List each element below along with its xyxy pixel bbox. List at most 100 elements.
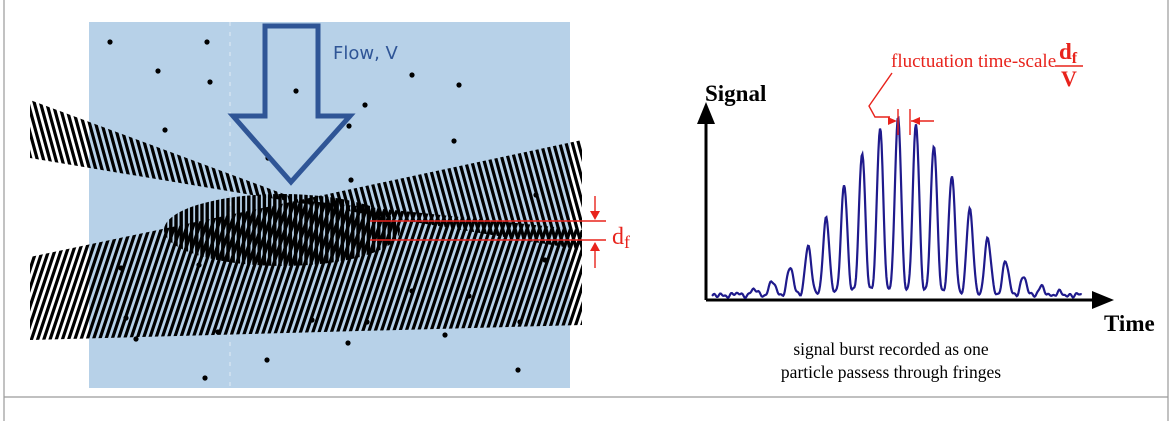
seed-particle xyxy=(155,68,161,74)
seed-particle xyxy=(442,332,448,338)
seed-particle xyxy=(162,127,168,133)
beam-fringe-line xyxy=(579,100,582,250)
fraction-denominator: V xyxy=(1061,66,1077,91)
beam-fringe-line xyxy=(589,180,649,360)
beam-fringe-line xyxy=(510,100,574,250)
seed-particle xyxy=(123,315,129,321)
fluctuation-leader-line xyxy=(868,72,893,118)
fringe-spacing-label-subscript: f xyxy=(624,232,630,252)
seed-particle xyxy=(451,138,457,144)
caption-line-2: particle passess through fringes xyxy=(781,362,1001,382)
flow-label: Flow, V xyxy=(333,43,399,64)
beam-fringe-line xyxy=(308,200,372,340)
beam-fringe-line xyxy=(314,200,378,340)
seed-particle xyxy=(348,177,354,183)
beam-fringe-line xyxy=(630,60,690,280)
seed-particle xyxy=(309,317,315,323)
flow-direction-arrow xyxy=(227,23,356,186)
beam-fringe-line xyxy=(30,100,85,250)
fringe-spacing-annotation xyxy=(370,196,606,268)
fluctuation-label: fluctuation time-scale xyxy=(891,51,1056,72)
beam-fringe-line xyxy=(215,200,279,340)
seed-particles xyxy=(107,39,548,381)
beam-fringe-line xyxy=(30,100,47,250)
signal-axis-label: Signal xyxy=(705,81,766,106)
seed-particle xyxy=(533,192,539,198)
beam-fringe-line xyxy=(643,60,703,280)
beam-fringe-line xyxy=(548,100,582,250)
beam-fringe-line xyxy=(624,60,684,280)
time-axis-label: Time xyxy=(1104,311,1155,336)
beam-fringe-line xyxy=(636,60,696,280)
signal-axis-arrowhead xyxy=(697,102,715,124)
seed-particle xyxy=(202,375,208,381)
beam-fringe-line xyxy=(0,60,2,280)
beam-fringe-line xyxy=(638,180,698,360)
beam-fringe-line xyxy=(523,100,582,250)
fraction-numerator-subscript: f xyxy=(1072,50,1078,67)
seed-particle xyxy=(542,257,548,263)
fringe-spacing-label: df xyxy=(612,224,630,252)
seed-particle xyxy=(362,102,368,108)
seed-particle xyxy=(207,79,213,85)
beam-fringe-line xyxy=(562,200,582,340)
fringe-spacing-arrow-bottom-head xyxy=(590,242,600,251)
seed-particle xyxy=(118,265,124,271)
seed-particle xyxy=(133,336,139,342)
beam-fringe-line xyxy=(517,100,581,250)
beam-fringe-line xyxy=(595,180,655,360)
beam-fringe-line xyxy=(252,200,316,340)
seed-particle xyxy=(456,82,462,88)
beam-fringe-line xyxy=(492,100,556,250)
caption-line-1: signal burst recorded as one xyxy=(793,339,989,359)
beam-fringe-line xyxy=(0,180,16,360)
beam-fringe-line xyxy=(339,200,403,340)
beam-fringe-line xyxy=(649,60,709,280)
fraction-numerator: df xyxy=(1059,39,1078,67)
seed-particle xyxy=(466,293,472,299)
beam-fringe-line xyxy=(0,180,23,360)
fluctuation-arrow-right xyxy=(911,117,920,125)
beam-fringe-line xyxy=(30,100,41,250)
beam-fringe-line xyxy=(221,200,285,340)
fluctuation-annotation xyxy=(868,72,934,135)
time-axis-arrowhead xyxy=(1092,291,1114,309)
seed-particle xyxy=(264,357,270,363)
seed-particle xyxy=(517,319,523,325)
seed-particle xyxy=(204,39,210,45)
beam-fringe-line xyxy=(574,200,582,340)
beam-fringe-line xyxy=(541,100,582,250)
beam-fringe-line xyxy=(645,180,705,360)
beam-fringe-line xyxy=(614,180,674,360)
beam-fringe-line xyxy=(657,180,717,360)
fluctuation-arrow-left xyxy=(888,117,897,125)
fringe-spacing-arrow-top-head xyxy=(590,211,600,220)
beam-fringe-line xyxy=(0,60,14,280)
beam-fringe-line xyxy=(30,100,72,250)
seed-particle xyxy=(293,88,299,94)
beam-fringe-line xyxy=(626,180,686,360)
beam-fringe-line xyxy=(283,200,347,340)
beam-fringe-line xyxy=(504,100,568,250)
seed-particle xyxy=(107,39,113,45)
beam-fringe-line xyxy=(246,200,310,340)
beam-fringe-line xyxy=(0,180,10,360)
beam-fringe-line xyxy=(568,200,582,340)
beam-fringe-line xyxy=(30,200,37,340)
beam-fringe-line xyxy=(30,100,66,250)
signal-burst-trace xyxy=(711,115,1083,299)
beam-fringe-line xyxy=(30,100,60,250)
beam-fringe-line xyxy=(333,200,397,340)
beam-fringe-line xyxy=(581,200,582,340)
seed-particle xyxy=(409,288,415,294)
beam-fringe-line xyxy=(498,100,562,250)
beam-fringe-line xyxy=(632,180,692,360)
beam-fringe-line xyxy=(30,100,54,250)
beam-fringe-line xyxy=(30,100,35,250)
beam-fringe-line xyxy=(607,180,667,360)
seed-particle xyxy=(515,367,521,373)
fraction-numerator-d: d xyxy=(1059,39,1072,64)
beam-fringe-line xyxy=(529,100,582,250)
